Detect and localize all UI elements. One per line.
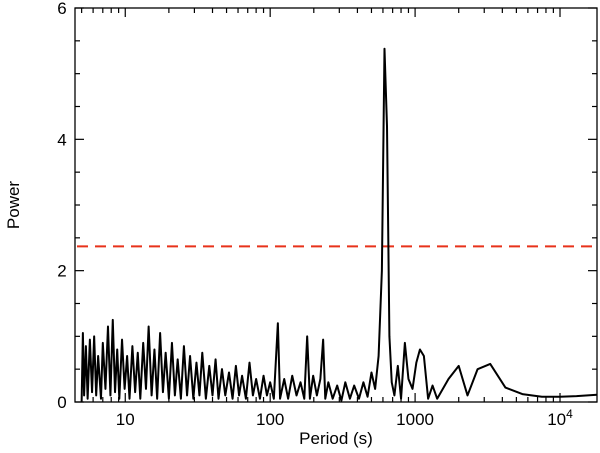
- y-tick-label: 0: [57, 393, 66, 412]
- y-tick-label: 4: [57, 130, 66, 149]
- plot-frame: [74, 7, 598, 403]
- y-axis-title: Power: [4, 181, 23, 230]
- x-tick-label: 10: [116, 410, 135, 429]
- y-tick-label: 6: [57, 0, 66, 18]
- axis-tick-labels: 10 100 1000 104 0 2 4 6: [57, 0, 573, 429]
- x-tick-label: 1000: [396, 410, 434, 429]
- power-spectrum-line: [80, 47, 598, 403]
- x-tick-label: 100: [256, 410, 284, 429]
- y-tick-label: 2: [57, 262, 66, 281]
- x-axis-title: Period (s): [299, 429, 373, 448]
- x-tick-label: 104: [547, 407, 573, 429]
- axis-ticks: [75, 7, 597, 403]
